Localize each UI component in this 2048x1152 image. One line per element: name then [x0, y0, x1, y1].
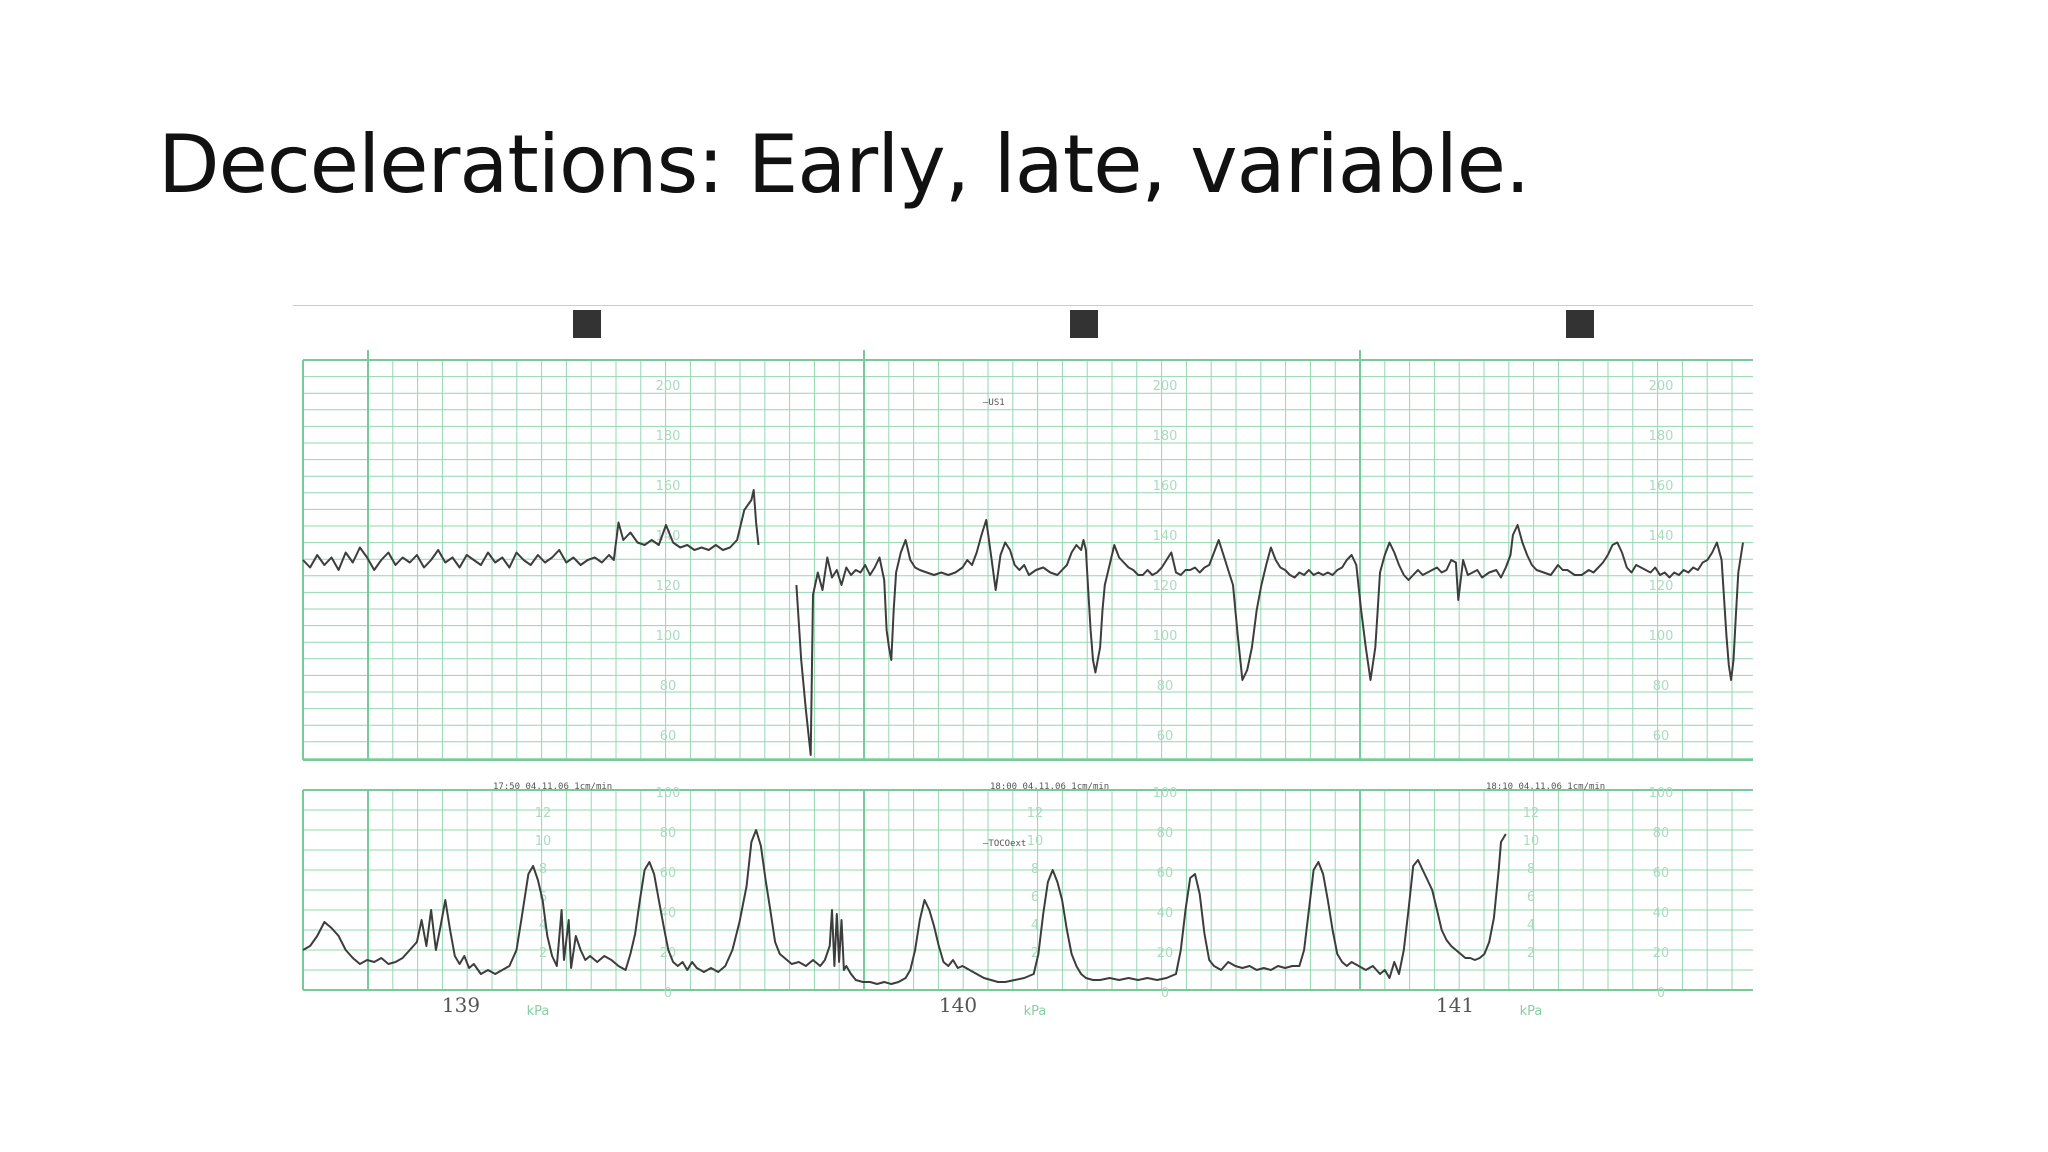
fhr-scale-label: 100 [1649, 629, 1674, 644]
fhr-scale-label: 140 [1153, 529, 1178, 544]
fhr-scale-label: 140 [1649, 529, 1674, 544]
page-marker [1070, 310, 1098, 338]
ctg-strip-svg: 2001801601401201008060100806040200200180… [293, 305, 1753, 1035]
toco-scale-label: 0 [1657, 986, 1665, 1001]
kpa-scale-label: 12 [1523, 806, 1540, 821]
fhr-scale-label: 160 [656, 479, 681, 494]
toco-grid [302, 789, 1753, 991]
fhr-scale-label: 140 [656, 529, 681, 544]
fhr-channel-label: —US1 [983, 398, 1005, 408]
toco-scale-label: 80 [1653, 826, 1670, 841]
fhr-scale-label: 160 [1153, 479, 1178, 494]
fhr-scale-label: 180 [1649, 429, 1674, 444]
toco-scale-label: 100 [656, 786, 681, 801]
scale-labels: 2001801601401201008060100806040200200180… [442, 379, 1674, 1019]
toco-scale-label: 100 [1649, 786, 1674, 801]
kpa-scale-label: 12 [535, 806, 552, 821]
toco-scale-label: 0 [664, 986, 672, 1001]
toco-scale-label: 40 [660, 906, 677, 921]
fhr-scale-label: 60 [1653, 729, 1670, 744]
page-marker [1566, 310, 1594, 338]
toco-scale-label: 40 [1653, 906, 1670, 921]
toco-scale-label: 80 [1157, 826, 1174, 841]
toco-scale-label: 0 [1161, 986, 1169, 1001]
fhr-scale-label: 120 [1649, 579, 1674, 594]
fhr-scale-label: 80 [660, 679, 677, 694]
kpa-scale-label: 10 [1523, 834, 1540, 849]
fhr-scale-label: 160 [1649, 479, 1674, 494]
kpa-scale-label: 4 [1031, 918, 1039, 933]
fhr-scale-label: 200 [1153, 379, 1178, 394]
kpa-scale-label: 8 [1527, 862, 1535, 877]
page-number: 141 [1436, 993, 1474, 1017]
kpa-scale-label: 8 [539, 862, 547, 877]
page-number: 139 [442, 993, 480, 1017]
kpa-scale-label: 4 [539, 918, 547, 933]
slide-title: Decelerations: Early, late, variable. [158, 118, 1530, 211]
timestamp-stamps: 17:50 04.11.06 1cm/min 18:00 04.11.06 1cm… [493, 398, 1605, 849]
kpa-scale-label: 10 [1027, 834, 1044, 849]
page-marker [573, 310, 601, 338]
toco-scale-label: 80 [660, 826, 677, 841]
kpa-scale-label: 2 [1527, 946, 1535, 961]
ctg-strip-figure: 200 180 160 140 120 100 80 60 100 80 60 40 20 0 200 180… [293, 305, 1753, 1035]
fhr-scale-label: 80 [1653, 679, 1670, 694]
toco-channel-label: —TOCOext [983, 839, 1026, 849]
fhr-scale-label: 80 [1157, 679, 1174, 694]
fhr-trace [302, 489, 1744, 756]
page-number: 140 [939, 993, 977, 1017]
fhr-scale-label: 120 [1153, 579, 1178, 594]
timestamp-stamp: 18:00 04.11.06 1cm/min [990, 782, 1109, 792]
toco-scale-label: 20 [1157, 946, 1174, 961]
fhr-scale-label: 60 [1157, 729, 1174, 744]
timestamp-stamp: 18:10 04.11.06 1cm/min [1486, 782, 1605, 792]
kpa-scale-label: 4 [1527, 918, 1535, 933]
fhr-scale-label: 200 [1649, 379, 1674, 394]
kpa-unit-label: kPa [1024, 1004, 1047, 1019]
fhr-scale-label: 100 [1153, 629, 1178, 644]
kpa-scale-label: 6 [1031, 890, 1039, 905]
kpa-scale-label: 10 [535, 834, 552, 849]
fhr-scale-label: 120 [656, 579, 681, 594]
kpa-scale-label: 2 [1031, 946, 1039, 961]
kpa-scale-label: 8 [1031, 862, 1039, 877]
kpa-scale-label: 6 [1527, 890, 1535, 905]
toco-trace [302, 829, 1507, 985]
timestamp-stamp: 17:50 04.11.06 1cm/min [493, 782, 612, 792]
toco-scale-label: 60 [1653, 866, 1670, 881]
kpa-unit-label: kPa [1520, 1004, 1543, 1019]
fhr-scale-label: 180 [656, 429, 681, 444]
fhr-scale-label: 60 [660, 729, 677, 744]
toco-scale-label: 20 [1653, 946, 1670, 961]
page-markers [293, 305, 1753, 338]
kpa-scale-label: 12 [1027, 806, 1044, 821]
fhr-scale-label: 100 [656, 629, 681, 644]
toco-scale-label: 40 [1157, 906, 1174, 921]
fhr-scale-label: 180 [1153, 429, 1178, 444]
toco-scale-label: 60 [1157, 866, 1174, 881]
kpa-scale-label: 2 [539, 946, 547, 961]
toco-scale-label: 60 [660, 866, 677, 881]
fhr-scale-label: 200 [656, 379, 681, 394]
kpa-unit-label: kPa [527, 1004, 550, 1019]
toco-scale-label: 100 [1153, 786, 1178, 801]
